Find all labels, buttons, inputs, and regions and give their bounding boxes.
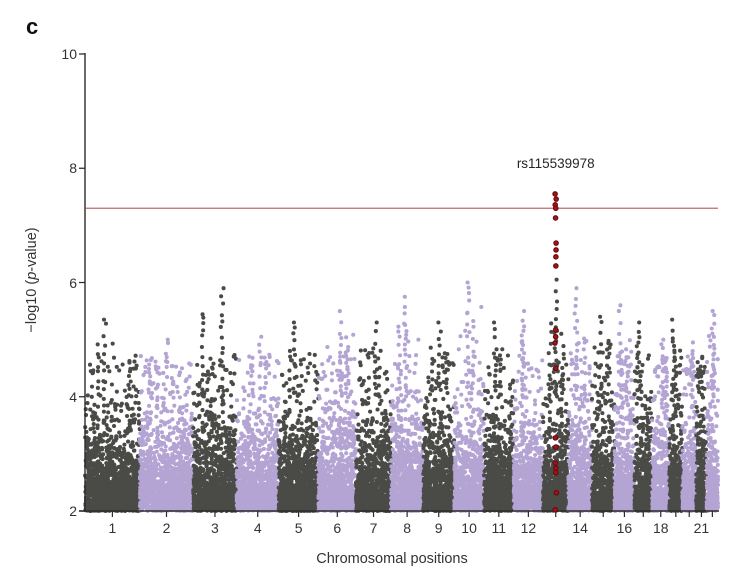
panel-label: c [26, 14, 39, 39]
x-axis-title: Chromosomal positions [316, 551, 468, 567]
x-axis-tick-label: 8 [403, 520, 411, 536]
x-axis-tick-label: 4 [253, 520, 262, 536]
x-axis-tick-label: 12 [520, 520, 537, 536]
y-axis-tick-label: 8 [69, 160, 77, 177]
y-axis-tick-label: 10 [61, 46, 77, 62]
x-axis-tick-label: 9 [434, 520, 443, 536]
x-axis-tick-label: 3 [211, 520, 219, 536]
x-axis-tick-label: 2 [162, 520, 171, 536]
y-axis-tick-label: 4 [69, 388, 77, 405]
x-axis-tick-label: 11 [491, 520, 507, 536]
x-axis-tick-label: 18 [652, 520, 669, 536]
x-axis-tick-label: 5 [294, 520, 303, 536]
snp-annotation-label: rs115539978 [516, 156, 595, 171]
x-axis-tick-label: 10 [461, 520, 477, 536]
x-axis-tick-label: 16 [616, 520, 633, 536]
x-axis-tick-label: 21 [693, 520, 710, 536]
x-axis-tick-label: 14 [572, 520, 588, 536]
x-axis-tick-label: 6 [333, 520, 342, 536]
y-axis-tick-label: 6 [69, 274, 77, 291]
x-axis-tick-label: 1 [108, 520, 117, 536]
y-axis-title-suffix: -value) [24, 227, 40, 272]
y-axis-tick-label: 2 [69, 503, 77, 519]
x-axis-tick-label: 7 [369, 520, 378, 536]
